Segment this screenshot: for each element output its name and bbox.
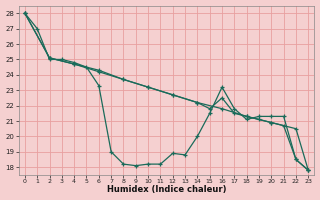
X-axis label: Humidex (Indice chaleur): Humidex (Indice chaleur) bbox=[107, 185, 226, 194]
